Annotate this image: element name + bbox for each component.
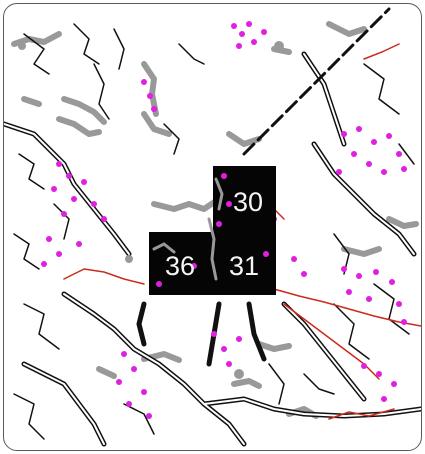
map-canvas[interactable]: 30 31 36 [4,4,421,450]
map-frame[interactable]: 30 31 36 [3,3,422,451]
tile-label-36: 36 [165,251,195,281]
gray-blob-layer [18,41,284,379]
tile-label-30: 30 [233,187,263,217]
tile-overlay-dots [156,173,269,287]
road-network-layer [4,7,421,447]
map-tile-31[interactable] [213,232,276,295]
tile-label-31: 31 [229,251,259,281]
gray-feature-layer [11,21,419,419]
tile-overlay-lines [152,177,224,281]
